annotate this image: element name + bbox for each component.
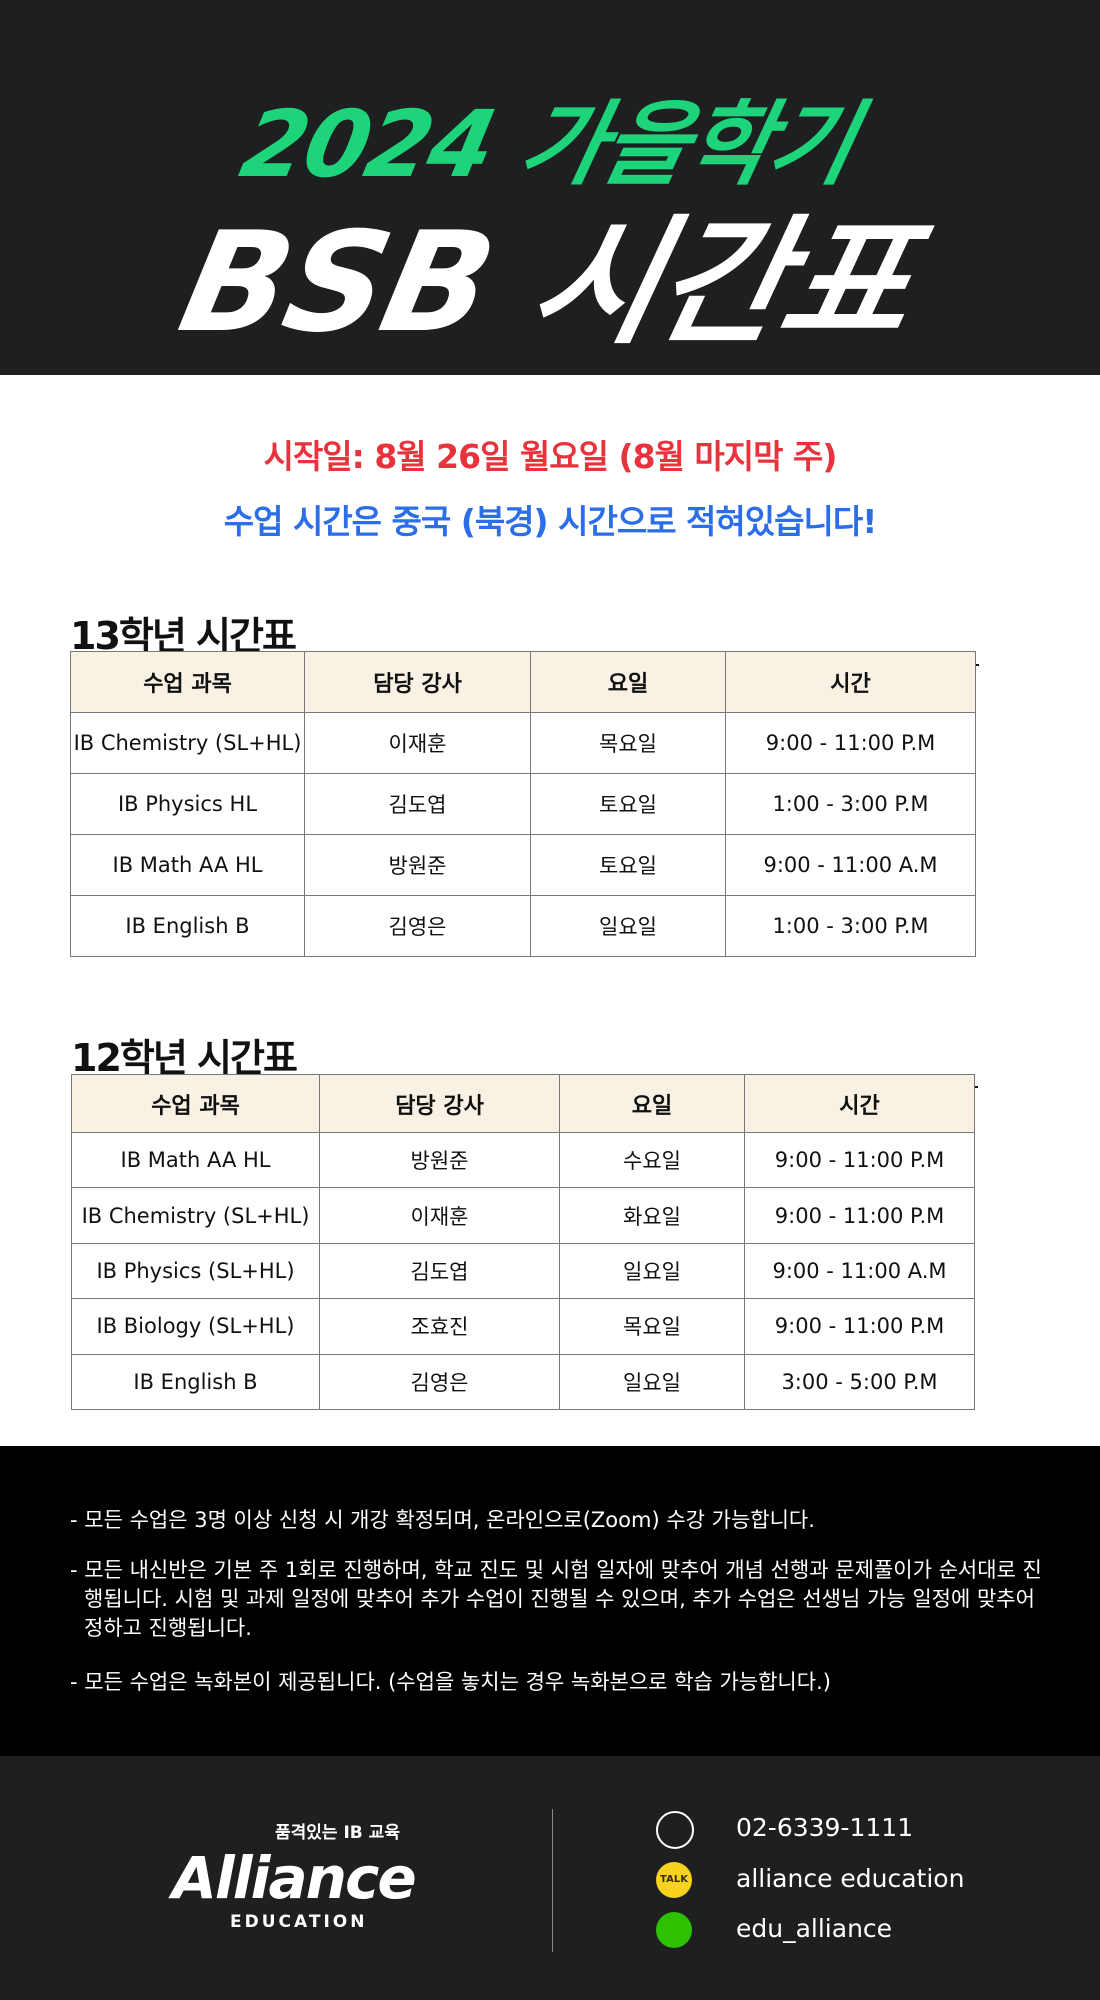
- header-row: 수업 과목 담당 강사 요일 시간: [70, 651, 976, 713]
- table-row: IB Math AA HL 방원준 수요일 9:00 - 11:00 P.M: [71, 1131, 975, 1189]
- table-row: IB English B 김영은 일요일 3:00 - 5:00 P.M: [71, 1353, 975, 1410]
- table-row: IB Math AA HL 방원준 토요일 9:00 - 11:00 A.M: [70, 834, 976, 896]
- table-cell: 이재훈: [319, 1187, 560, 1244]
- header-row: 수업 과목 담당 강사 요일 시간: [71, 1074, 975, 1133]
- table-cell: 화요일: [559, 1187, 745, 1244]
- start-date: 시작일: 8월 26일 월요일 (8월 마지막 주): [263, 437, 838, 476]
- column-header: 요일: [559, 1074, 745, 1133]
- table-cell: 9:00 - 11:00 P.M: [744, 1131, 975, 1189]
- table-cell: IB Chemistry (SL+HL): [71, 1187, 320, 1244]
- table-cell: IB Math AA HL: [71, 1131, 320, 1189]
- table-cell: IB Physics HL: [70, 773, 305, 835]
- table-row: IB Chemistry (SL+HL) 이재훈 화요일 9:00 - 11:00 P…: [71, 1187, 975, 1244]
- table-cell: 9:00 - 11:00 A.M: [725, 834, 976, 896]
- table-cell: 토요일: [530, 773, 726, 835]
- table-cell: 일요일: [559, 1353, 745, 1410]
- tagline: 품격있는 IB 교육: [275, 1823, 400, 1843]
- schedule-table: 수업 과목 담당 강사 요일 시간 IB Math AA HL 방원준 수요일 9:00 - …: [71, 1074, 975, 1410]
- column-header: 담당 강사: [304, 651, 531, 713]
- table-cell: 1:00 - 3:00 P.M: [725, 895, 976, 957]
- table-cell: 이재훈: [304, 712, 531, 774]
- phone-icon: [656, 1811, 694, 1849]
- table-cell: IB English B: [70, 895, 305, 957]
- table-cell: 김영은: [304, 895, 531, 957]
- column-header: 수업 과목: [71, 1074, 320, 1133]
- brand-logo: Alliance: [172, 1844, 417, 1912]
- table-cell: 목요일: [530, 712, 726, 774]
- notes-section: - 모든 수업은 3명 이상 신청 시 개강 확정되며, 온라인으로(Zoom)…: [0, 1446, 1100, 1756]
- table-cell: 3:00 - 5:00 P.M: [744, 1353, 975, 1410]
- wechat-icon: [656, 1912, 692, 1948]
- table-cell: IB Biology (SL+HL): [71, 1298, 320, 1355]
- column-header: 시간: [725, 651, 976, 713]
- table-cell: 조효진: [319, 1298, 560, 1355]
- table-row: IB Biology (SL+HL) 조효진 목요일 9:00 - 11:00 P.M: [71, 1298, 975, 1355]
- table-cell: IB Math AA HL: [70, 834, 305, 896]
- footer: 품격있는 IB 교육 Alliance EDUCATION TALK 02-63…: [0, 1756, 1100, 2000]
- table-cell: 9:00 - 11:00 P.M: [744, 1187, 975, 1244]
- hero-banner: 2024 가을학기 BSB 시간표: [0, 0, 1100, 375]
- table-cell: 방원준: [304, 834, 531, 896]
- table-cell: 김영은: [319, 1353, 560, 1410]
- table-row: IB Physics (SL+HL) 김도엽 일요일 9:00 - 11:00 A.M: [71, 1242, 975, 1300]
- note: - 모든 수업은 녹화본이 제공됩니다. (수업을 놓치는 경우 녹화본으로 학…: [70, 1670, 831, 1694]
- table-cell: 김도엽: [304, 773, 531, 835]
- column-header: 시간: [744, 1074, 975, 1133]
- table-cell: 9:00 - 11:00 P.M: [744, 1298, 975, 1355]
- table-cell: IB Chemistry (SL+HL): [70, 712, 305, 774]
- note: - 모든 수업은 3명 이상 신청 시 개강 확정되며, 온라인으로(Zoom)…: [70, 1508, 815, 1532]
- table-cell: 토요일: [530, 834, 726, 896]
- kakao-icon: TALK: [656, 1862, 692, 1898]
- column-header: 수업 과목: [70, 651, 305, 713]
- title-main: BSB 시간표: [167, 202, 927, 363]
- table-cell: IB Physics (SL+HL): [71, 1242, 320, 1300]
- table-cell: 일요일: [530, 895, 726, 957]
- schedule-table: 수업 과목 담당 강사 요일 시간 IB Chemistry (SL+HL) 이재훈 목요일…: [70, 651, 976, 957]
- contact-wechat: edu_alliance: [736, 1914, 893, 1943]
- table-cell: 수요일: [559, 1131, 745, 1189]
- table-cell: 목요일: [559, 1298, 745, 1355]
- schedule-section: 시작일: 8월 26일 월요일 (8월 마지막 주) 수업 시간은 중국 (북경…: [0, 375, 1100, 1446]
- contact-phone: 02-6339-1111: [736, 1813, 914, 1842]
- table-cell: 김도엽: [319, 1242, 560, 1300]
- column-header: 담당 강사: [319, 1074, 560, 1133]
- column-header: 요일: [530, 651, 726, 713]
- brand-sub: EDUCATION: [230, 1912, 368, 1932]
- table-cell: IB English B: [71, 1353, 320, 1410]
- table-cell: 9:00 - 11:00 P.M: [725, 712, 976, 774]
- time-zone-note: 수업 시간은 중국 (북경) 시간으로 적혀있습니다!: [223, 502, 878, 541]
- note: - 모든 내신반은 기본 주 1회로 진행하며, 학교 진도 및 시험 일자에 …: [70, 1558, 1042, 1640]
- divider: [552, 1809, 553, 1952]
- table-row: IB Chemistry (SL+HL) 이재훈 목요일 9:00 - 11:00 P…: [70, 712, 976, 774]
- table-cell: 방원준: [319, 1131, 560, 1189]
- table-row: IB English B 김영은 일요일 1:00 - 3:00 P.M: [70, 895, 976, 957]
- table-cell: 일요일: [559, 1242, 745, 1300]
- contact-kakao: alliance education: [736, 1864, 965, 1893]
- table-cell: 1:00 - 3:00 P.M: [725, 773, 976, 835]
- table-row: IB Physics HL 김도엽 토요일 1:00 - 3:00 P.M: [70, 773, 976, 835]
- table-cell: 9:00 - 11:00 A.M: [744, 1242, 975, 1300]
